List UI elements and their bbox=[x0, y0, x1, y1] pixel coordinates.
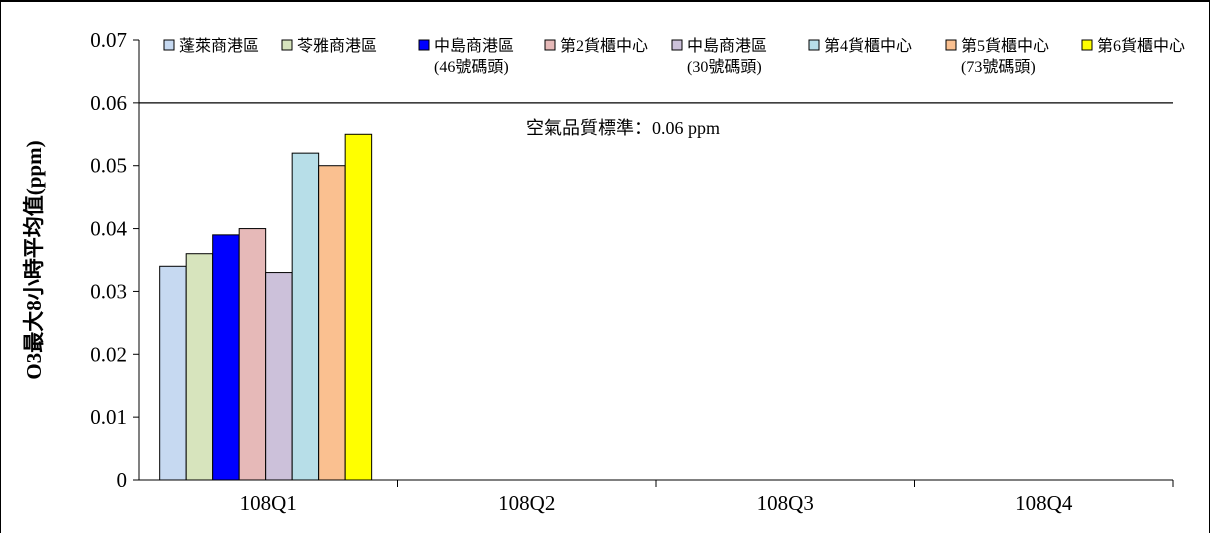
x-tick-label: 108Q4 bbox=[1015, 491, 1073, 515]
legend-label: (30號碼頭) bbox=[687, 58, 762, 76]
legend-label: (46號碼頭) bbox=[434, 58, 509, 76]
x-tick-label: 108Q1 bbox=[240, 491, 297, 515]
y-tick-label: 0.05 bbox=[90, 154, 127, 178]
bar bbox=[159, 265, 187, 481]
legend-label: 第2貨櫃中心 bbox=[560, 37, 648, 55]
legend-label: 第4貨櫃中心 bbox=[824, 37, 912, 55]
legend-swatch bbox=[945, 39, 957, 51]
y-axis-title: O3最大8小時平均值(ppm) bbox=[22, 140, 46, 379]
legend-label: 苓雅商港區 bbox=[297, 37, 377, 55]
y-tick-label: 0.01 bbox=[90, 405, 127, 429]
legend-swatch bbox=[281, 39, 293, 51]
bar bbox=[212, 234, 240, 481]
y-tick-label: 0.07 bbox=[90, 28, 127, 52]
legend-label: (73號碼頭) bbox=[961, 58, 1036, 76]
y-tick-label: 0.02 bbox=[90, 342, 127, 366]
y-tick-label: 0.06 bbox=[90, 91, 127, 115]
legend-swatch bbox=[1081, 39, 1093, 51]
legend-swatch bbox=[163, 39, 175, 51]
legend-label: 中島商港區 bbox=[434, 37, 514, 55]
reference-line-label: 空氣品質標準：0.06 ppm bbox=[526, 118, 720, 138]
bar bbox=[185, 253, 214, 481]
legend-swatch bbox=[671, 39, 683, 51]
y-tick-label: 0 bbox=[117, 468, 128, 492]
bar bbox=[265, 272, 293, 481]
x-tick-label: 108Q3 bbox=[757, 491, 814, 515]
bar bbox=[238, 228, 267, 481]
bar bbox=[318, 165, 346, 481]
legend-label: 第6貨櫃中心 bbox=[1097, 37, 1185, 55]
legend-swatch bbox=[418, 39, 430, 51]
bar bbox=[291, 152, 320, 481]
legend-label: 第5貨櫃中心 bbox=[961, 37, 1049, 55]
legend-label: 蓬萊商港區 bbox=[179, 37, 259, 55]
legend-label: 中島商港區 bbox=[687, 37, 767, 55]
bar bbox=[344, 133, 373, 481]
y-tick-label: 0.04 bbox=[90, 217, 127, 241]
legend-swatch bbox=[808, 39, 820, 51]
y-tick-label: 0.03 bbox=[90, 279, 127, 303]
x-tick-label: 108Q2 bbox=[498, 491, 555, 515]
legend-swatch bbox=[544, 39, 556, 51]
